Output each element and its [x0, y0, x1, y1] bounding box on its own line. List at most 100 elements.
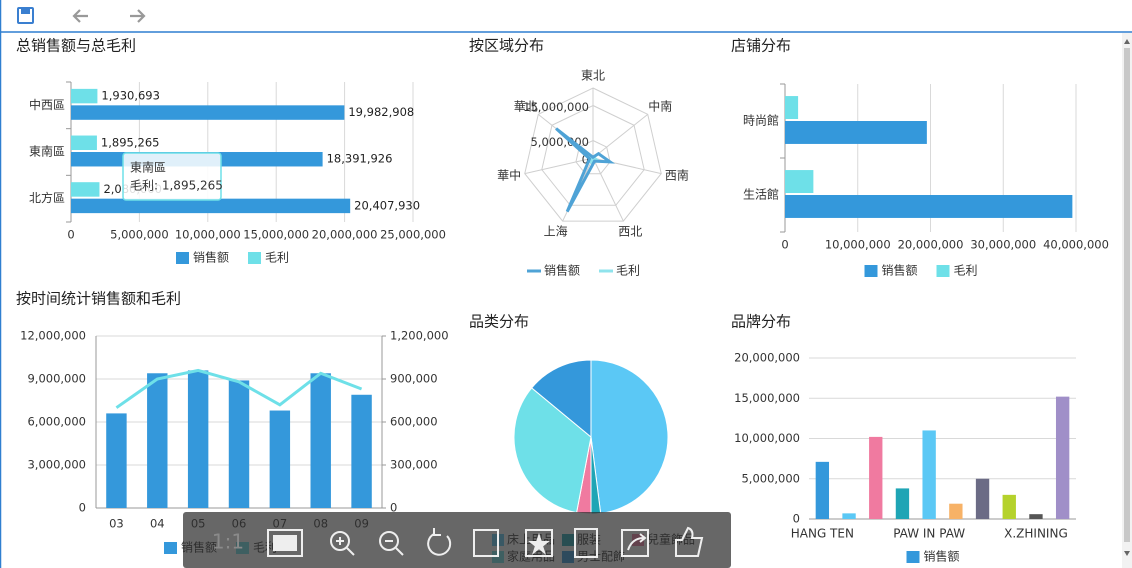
bar — [815, 461, 830, 519]
y-tick-label: 生活館 — [743, 187, 779, 202]
y-tick-label: 東南區 — [29, 144, 65, 159]
spoke — [524, 157, 594, 175]
x-tick-label: 04 — [150, 517, 165, 531]
bar — [785, 121, 927, 144]
pie-slice — [513, 387, 592, 514]
phone[interactable] — [574, 528, 598, 558]
bar — [869, 436, 883, 519]
bar — [106, 413, 127, 508]
category-label: 華中 — [497, 168, 521, 183]
bar — [187, 370, 209, 508]
tooltip: 東南區 毛利: 1,895,265 — [122, 152, 223, 201]
x-tick-label: 0 — [781, 238, 788, 252]
bar — [71, 105, 345, 120]
value-label: 19,982,908 — [348, 105, 414, 119]
chart-title: 品牌分布 — [731, 313, 791, 331]
bar — [785, 96, 799, 119]
legend-label: 销售额 — [882, 263, 918, 278]
bar — [228, 380, 250, 508]
x-tick-label: PAW IN PAW — [893, 527, 965, 541]
bar — [71, 88, 98, 104]
viewer-toolbar-bg — [183, 512, 731, 568]
zoom-label[interactable]: 1:1 — [212, 530, 244, 554]
x-tick-label: 15,000,000 — [243, 228, 309, 242]
value-label: 1,895,265 — [101, 135, 160, 149]
y-tick-label: 中西區 — [29, 97, 65, 112]
spoke — [592, 157, 624, 222]
x-tick-label: X.ZHINING — [1004, 527, 1068, 541]
bar — [842, 513, 856, 519]
bar — [310, 373, 331, 508]
fit-button-inner[interactable] — [273, 535, 297, 551]
share-arrow[interactable] — [627, 533, 647, 551]
save-image[interactable] — [473, 529, 499, 557]
radar-line — [555, 127, 616, 213]
legend-swatch — [864, 265, 878, 277]
forward-button[interactable] — [130, 9, 146, 23]
favorite-star[interactable] — [528, 532, 550, 555]
category-label: 華北 — [514, 99, 538, 113]
x-tick-label: 5,000,000 — [110, 228, 169, 242]
y-tick-label: 北方區 — [29, 190, 65, 205]
save-button[interactable] — [17, 7, 34, 24]
legend-swatch — [936, 265, 950, 277]
fit-button[interactable] — [267, 529, 303, 557]
zoom-in[interactable] — [330, 531, 350, 551]
y-tick-label: 9,000,000 — [27, 372, 86, 386]
x-tick-label: 0 — [67, 228, 74, 242]
y-tick-label: 5,000,000 — [741, 471, 800, 485]
legend-swatch — [248, 252, 261, 264]
scroll-down[interactable] — [1124, 551, 1130, 556]
save-icon-part[interactable] — [21, 9, 30, 14]
bar — [949, 503, 963, 519]
chart-title: 按区域分布 — [469, 37, 544, 55]
pie-slice — [530, 359, 592, 439]
scroll-thumb[interactable] — [1124, 48, 1130, 542]
zoom-out[interactable] — [379, 531, 399, 551]
chart-title: 按时间统计销售额和毛利 — [16, 290, 181, 308]
bar — [1055, 396, 1070, 519]
scrollbar — [1122, 33, 1132, 568]
x-tick-label: 25,000,000 — [380, 228, 446, 242]
y2-tick-label: 600,000 — [390, 415, 438, 429]
zoom-in-glyph[interactable] — [336, 537, 355, 556]
bar — [351, 394, 372, 508]
y2-tick-label: 300,000 — [390, 458, 438, 472]
rotate[interactable] — [427, 528, 452, 556]
chart-title: 总销售额与总毛利 — [16, 37, 136, 55]
save-icon[interactable] — [17, 7, 34, 24]
value-label: 18,391,926 — [327, 152, 393, 166]
y2-tick-label: 0 — [390, 501, 397, 515]
bar — [785, 195, 1073, 218]
y-tick-label: 6,000,000 — [27, 415, 86, 429]
x-tick-label: 03 — [109, 517, 124, 531]
legend-swatch — [906, 551, 920, 563]
grid-ring — [541, 104, 645, 206]
favorite[interactable] — [525, 529, 553, 557]
y-tick-label: 10,000,000 — [734, 431, 800, 445]
bar — [269, 410, 291, 508]
share[interactable] — [621, 529, 649, 557]
bar — [1029, 514, 1043, 519]
zoom-out-glyph[interactable] — [385, 540, 404, 556]
r-tick-label: 0 — [582, 153, 589, 167]
x-tick-label: 40,000,000 — [1043, 238, 1109, 252]
x-tick-label: 20,000,000 — [898, 238, 964, 252]
x-tick-label: 20,000,000 — [312, 228, 378, 242]
chart-title: 店铺分布 — [731, 37, 791, 55]
back-button[interactable] — [72, 9, 88, 23]
scroll-up[interactable] — [1124, 39, 1130, 44]
chart-title: 品类分布 — [469, 313, 529, 331]
legend-label: 销售额 — [193, 250, 229, 265]
tooltip-text: 毛利: 1,895,265 — [130, 179, 223, 193]
like[interactable] — [675, 526, 704, 557]
category-label: 西南 — [665, 168, 689, 183]
line — [115, 368, 363, 409]
outer-ring — [524, 87, 662, 222]
top-toolbar — [0, 0, 1132, 33]
y-tick-label: 0 — [79, 501, 86, 515]
category-label: 上海 — [544, 223, 568, 238]
category-label: 東北 — [581, 69, 605, 83]
